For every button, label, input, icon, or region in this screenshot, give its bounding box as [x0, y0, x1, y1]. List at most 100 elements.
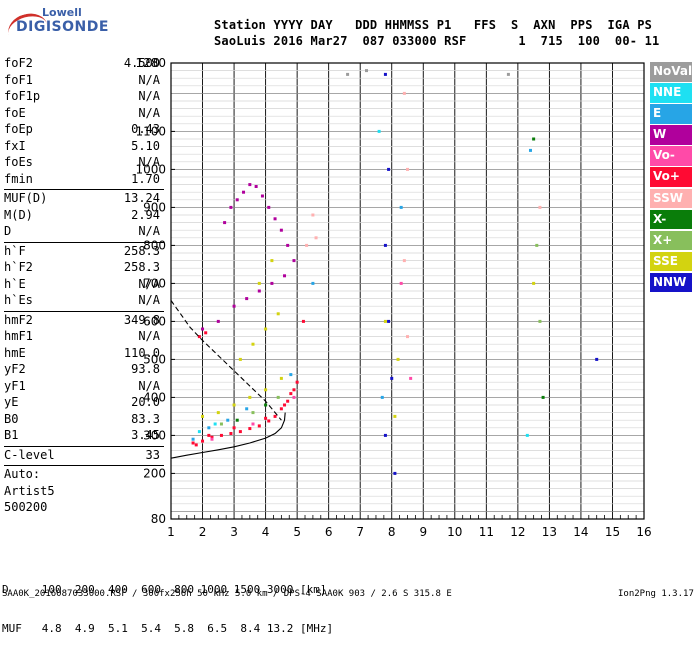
param-row: foF2 4.500 — [4, 56, 164, 73]
param-row: MUF(D) 13.24 — [4, 191, 164, 208]
echo-point-ssw — [311, 213, 315, 217]
param-name: yE — [4, 395, 19, 409]
param-row: Auto: — [4, 467, 164, 484]
param-name: M(D) — [4, 207, 33, 222]
param-row: foF1p N/A — [4, 89, 164, 106]
echo-point-w — [260, 194, 264, 198]
param-row: h`Es N/A — [4, 293, 164, 310]
param-row: foEs N/A — [4, 155, 164, 172]
param-row: Artist5 — [4, 484, 164, 501]
param-row: yF1 N/A — [4, 379, 164, 396]
echo-point-nnw — [383, 72, 387, 76]
ionogram-chart: 1 2 3 4 5 6 7 8 9 10 11 12 13 14 15 1680200300400500600… — [135, 56, 651, 539]
param-name: C-level — [4, 447, 55, 462]
param-name: yF2 — [4, 362, 26, 376]
param-name: foF1 — [4, 72, 33, 87]
param-value: 1.70 — [131, 171, 160, 186]
x-tick-label: 7 — [356, 525, 364, 539]
param-row: B1 3.45 — [4, 428, 164, 445]
echo-point-sse — [232, 403, 236, 407]
echo-point-ssw — [402, 259, 406, 263]
param-name: hmF2 — [4, 312, 33, 327]
y-tick-label: 1100 — [135, 124, 166, 138]
echo-point-ssw — [538, 205, 542, 209]
echo-point-ssw — [305, 243, 309, 247]
param-value: N/A — [138, 329, 160, 343]
param-value: 5.10 — [131, 138, 160, 153]
echo-point-nnw — [387, 319, 391, 323]
param-name: foF2 — [4, 56, 33, 70]
x-tick-label: 1 — [167, 525, 175, 539]
echo-point-sse — [270, 259, 274, 263]
echo-point-w — [283, 274, 287, 278]
param-name: 500200 — [4, 500, 48, 514]
echo-point-w — [248, 183, 252, 187]
x-tick-label: 10 — [447, 525, 462, 539]
echo-point-nne — [213, 422, 217, 426]
param-value: 258.3 — [123, 260, 160, 274]
legend-item-x-: X+ — [650, 230, 692, 251]
echo-point-vo- — [219, 433, 223, 437]
echo-point-sse — [257, 281, 261, 285]
echo-point-sse — [396, 357, 400, 361]
echo-point-w — [229, 205, 233, 209]
echo-point-sse — [532, 281, 536, 285]
param-value: N/A — [138, 224, 160, 238]
param-row: foE N/A — [4, 106, 164, 123]
echo-point-vo- — [210, 435, 214, 439]
param-row: fmin 1.70 — [4, 172, 164, 189]
echo-point-e — [226, 418, 230, 422]
param-value: N/A — [138, 72, 160, 87]
param-row: foEp 0.43 — [4, 122, 164, 139]
echo-point-vo- — [283, 403, 287, 407]
scaled-parameters-panel: foF2 4.500 foF1 N/A foF1p N/A foE N/A foEp 0.43 fx… — [4, 56, 164, 517]
param-row: D N/A — [4, 224, 164, 241]
echo-point-x- — [535, 243, 539, 247]
echo-point-w — [273, 217, 277, 221]
param-row: B0 83.3 — [4, 412, 164, 429]
param-row: foF1 N/A — [4, 73, 164, 90]
param-value: 258.3 — [123, 243, 160, 258]
echo-point-nne — [197, 430, 201, 434]
echo-point-vo- — [399, 281, 403, 285]
param-name: hmF1 — [4, 329, 33, 343]
echo-point-w — [201, 327, 205, 331]
legend-item-w: W — [650, 125, 692, 145]
dashed-profile-curve — [170, 300, 282, 421]
echo-point-vo- — [409, 376, 413, 380]
param-name: D — [4, 224, 12, 238]
x-tick-label: 4 — [262, 525, 270, 539]
param-name: hmE — [4, 345, 26, 360]
echo-point-vo- — [257, 424, 261, 428]
y-tick-label: 1280 — [135, 56, 166, 70]
echo-point-e — [207, 426, 211, 430]
param-value: N/A — [138, 105, 160, 120]
chart-axes: 1 2 3 4 5 6 7 8 9 10 11 12 13 14 15 1680200300400500600… — [135, 56, 651, 539]
param-row: h`F 258.3 — [4, 244, 164, 261]
echo-point-ssw — [406, 335, 409, 339]
param-separator — [4, 445, 164, 447]
param-value: 83.3 — [131, 411, 160, 426]
echo-point-noval — [365, 69, 369, 73]
echo-point-w — [232, 304, 236, 308]
profile-curves — [170, 300, 286, 459]
echo-point-nnw — [387, 167, 391, 171]
polarization-legend: NoVal NNE E W Vo- Vo+ SSW X- X+ SSE NNW — [650, 62, 692, 294]
echo-point-vo- — [273, 414, 277, 418]
echo-point-noval — [346, 72, 350, 76]
param-name: B0 — [4, 411, 19, 426]
muf-row: MUF 4.8 4.9 5.1 5.4 5.8 6.5 8.4 13.2 [MH… — [2, 622, 334, 635]
y-tick-label: 400 — [143, 390, 166, 404]
param-value: N/A — [138, 378, 160, 393]
echo-point-vo- — [264, 416, 268, 420]
echo-point-noval — [506, 72, 510, 76]
echo-point-x- — [538, 319, 542, 323]
echo-point-e — [289, 373, 293, 377]
x-tick-label: 3 — [230, 525, 238, 539]
param-value: 3.45 — [131, 428, 160, 442]
y-tick-label: 900 — [143, 200, 166, 214]
param-name: foF1p — [4, 89, 41, 103]
echo-point-vo- — [251, 422, 255, 426]
echo-point-vo- — [229, 432, 233, 435]
echo-point-e — [191, 437, 195, 441]
